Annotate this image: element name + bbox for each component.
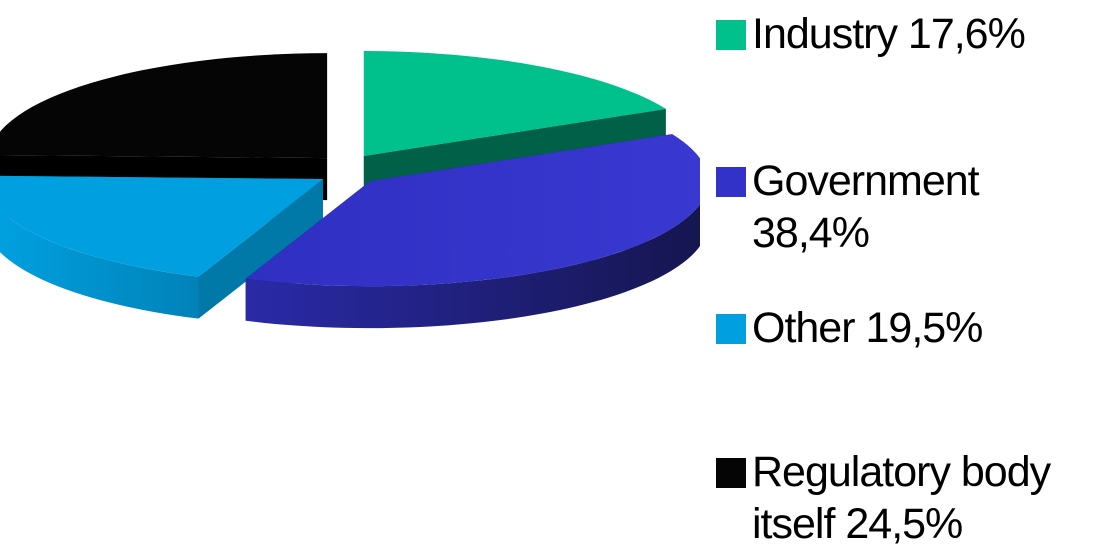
pie-slice-top-regulatory-body — [0, 53, 328, 159]
legend-item-industry: Industry 17,6% — [716, 8, 1101, 60]
legend-label-regulatory-body: Regulatory body itself 24,5% — [752, 448, 1051, 548]
pie-slice-side-other-0 — [0, 210, 199, 319]
legend-swatch-government — [716, 167, 746, 197]
pie-slice-other — [0, 175, 323, 319]
legend-item-regulatory-body: Regulatory body itself 24,5% — [716, 446, 1101, 550]
legend-label-other: Other 19,5% — [752, 304, 983, 352]
pie-slice-top-government — [245, 134, 700, 287]
legend-swatch-industry — [716, 20, 746, 50]
legend-swatch-regulatory-body — [716, 458, 746, 488]
pie-chart — [0, 50, 700, 329]
legend-item-other: Other 19,5% — [716, 302, 1101, 354]
pie-slice-top-industry — [363, 50, 666, 156]
pie-slice-government — [245, 134, 700, 329]
legend-item-government: Government 38,4% — [716, 155, 1101, 259]
legend-label-government: Government 38,4% — [752, 157, 980, 257]
chart-legend: Industry 17,6% Government 38,4% Other 19… — [716, 0, 1096, 548]
pie-slice-top-other — [0, 175, 323, 277]
pie-slice-side-government-0 — [245, 203, 700, 329]
legend-swatch-other — [716, 314, 746, 344]
legend-label-industry: Industry 17,6% — [752, 10, 1026, 58]
